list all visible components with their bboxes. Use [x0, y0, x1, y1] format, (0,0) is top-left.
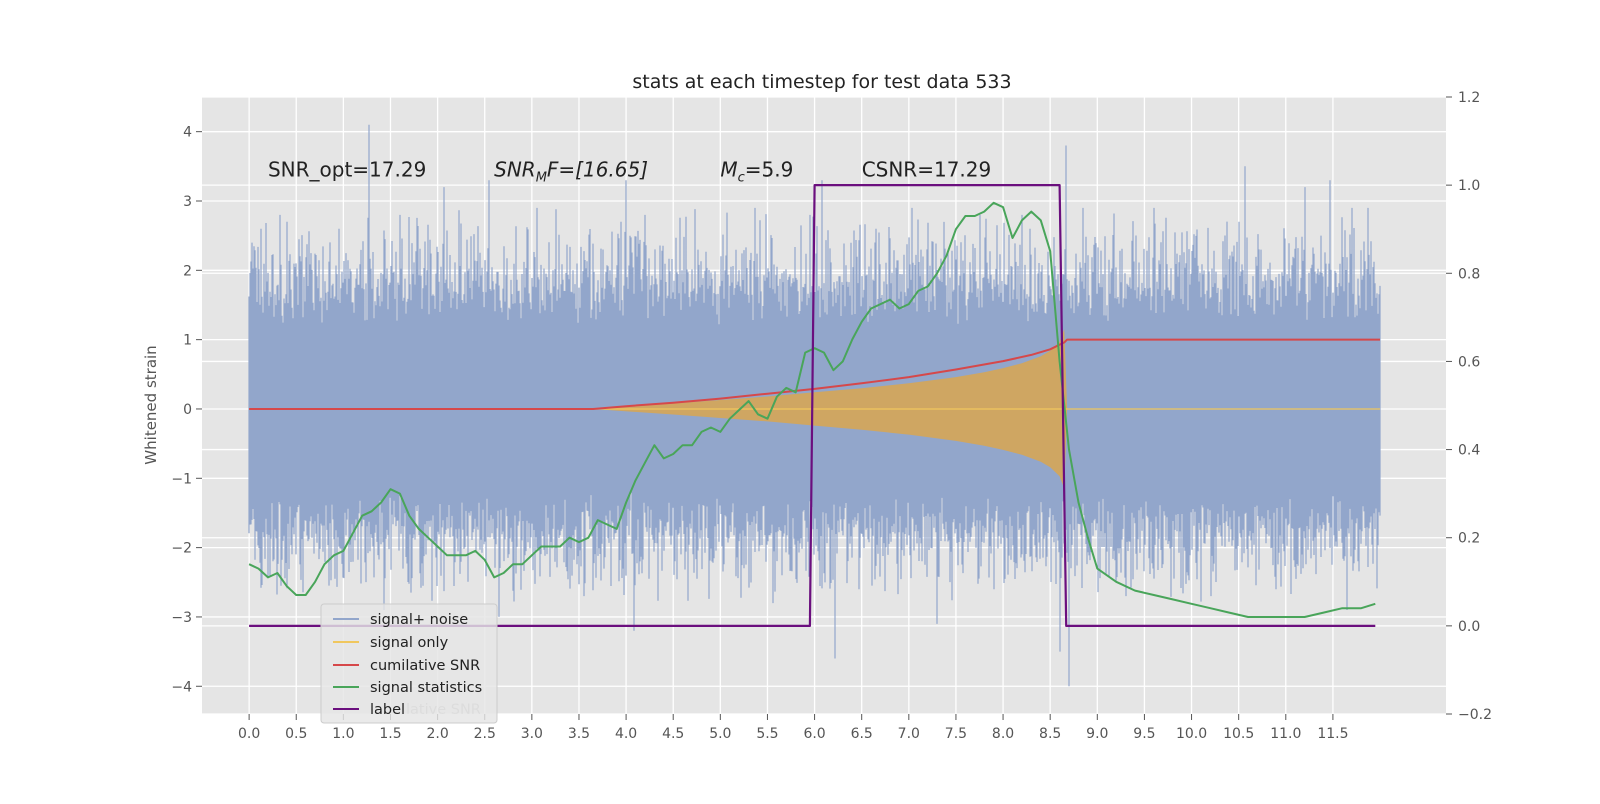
- x-tick-label-3: 1.5: [379, 726, 401, 742]
- series-cumilative-snr: [249, 338, 1380, 410]
- cumilative-snr-line: [249, 338, 1380, 410]
- left-tick-label-2: −2: [171, 541, 192, 557]
- x-axis: 0.0 0.5 1.0 1.5 2.0 2.5 3.0 3.5 4.0 4.5 5.0 5.5 6.0 6…: [238, 714, 1348, 742]
- label-line: [249, 184, 1376, 628]
- right-tick-label-1: 0.0: [1458, 619, 1480, 635]
- right-tick-label-4: 0.6: [1458, 354, 1480, 370]
- legend-label-label: label: [370, 702, 405, 718]
- right-tick-label-3: 0.4: [1458, 443, 1480, 459]
- legend-item-signal-statistics: signal statistics: [333, 680, 482, 696]
- legend-item-label: label: [333, 702, 405, 718]
- left-tick-label-7: 3: [183, 194, 192, 210]
- right-tick-label-6: 1.0: [1458, 178, 1480, 194]
- annotation-snr-mf-main: SNR: [494, 158, 536, 182]
- series-label: [249, 184, 1376, 628]
- x-tick-label-14: 7.0: [898, 726, 920, 742]
- x-tick-label-23: 11.5: [1317, 726, 1348, 742]
- series-signal-statistics: [248, 201, 1376, 618]
- legend: lative SNR signal+ noise signal only cum…: [320, 603, 498, 724]
- legend-box: [320, 603, 498, 724]
- x-tick-label-20: 10.0: [1176, 726, 1207, 742]
- right-y-axis: −0.2 0.0 0.2 0.4 0.6 0.8 1.0 1.2: [1446, 90, 1492, 723]
- left-tick-label-3: −1: [171, 471, 192, 487]
- chart-title: stats at each timestep for test data 533: [632, 71, 1011, 93]
- left-tick-label-6: 2: [183, 263, 192, 279]
- annotation-csnr: CSNR=17.29: [862, 158, 992, 182]
- x-tick-label-2: 1.0: [332, 726, 354, 742]
- x-tick-label-16: 8.0: [992, 726, 1014, 742]
- x-tick-label-17: 8.5: [1039, 726, 1061, 742]
- x-tick-label-22: 11.0: [1270, 726, 1301, 742]
- annotation-mc: Mc=5.9: [720, 158, 793, 186]
- legend-ghost-text: lative SNR: [406, 702, 481, 718]
- x-tick-label-11: 5.5: [756, 726, 778, 742]
- x-tick-label-1: 0.5: [285, 726, 307, 742]
- right-tick-label-7: 1.2: [1458, 90, 1480, 106]
- x-tick-label-6: 3.0: [521, 726, 543, 742]
- annotation-mc-tail: =5.9: [745, 158, 794, 182]
- x-tick-label-5: 2.5: [474, 726, 496, 742]
- y-axis-label: Whitened strain: [142, 345, 160, 464]
- left-tick-label-1: −3: [171, 610, 192, 626]
- x-tick-label-21: 10.5: [1223, 726, 1254, 742]
- x-tick-label-15: 7.5: [945, 726, 967, 742]
- x-tick-label-0: 0.0: [238, 726, 260, 742]
- x-tick-label-9: 4.5: [662, 726, 684, 742]
- left-tick-label-8: 4: [183, 125, 192, 141]
- x-tick-label-12: 6.0: [803, 726, 825, 742]
- right-tick-label-5: 0.8: [1458, 266, 1480, 282]
- annotation-mc-main: M: [720, 158, 737, 182]
- right-tick-label-2: 0.2: [1458, 531, 1480, 547]
- annotation-snr-mf-sub: M: [536, 171, 547, 186]
- series-signal-only: [593, 329, 1381, 489]
- legend-item-signal-only: signal only: [333, 635, 449, 651]
- annotation-snr-mf: SNRMF=[16.65]: [494, 158, 648, 186]
- legend-label-signal-only: signal only: [370, 635, 449, 651]
- x-tick-label-10: 5.0: [709, 726, 731, 742]
- legend-item-cumilative-snr: cumilative SNR: [333, 658, 480, 674]
- legend-items: signal+ noise signal only cumilative SNR…: [333, 612, 482, 718]
- legend-label-cumilative-snr: cumilative SNR: [370, 658, 480, 674]
- legend-label-signal-statistics: signal statistics: [370, 680, 482, 696]
- signal-statistics-line: [248, 201, 1376, 618]
- x-tick-label-7: 3.5: [568, 726, 590, 742]
- x-tick-label-19: 9.5: [1133, 726, 1155, 742]
- annotation-mc-sub: c: [738, 171, 745, 186]
- left-tick-label-5: 1: [183, 333, 192, 349]
- annotations: SNR_opt=17.29 SNRMF=[16.65] Mc=5.9 CSNR=…: [268, 158, 991, 186]
- annotation-snr-mf-tail: F=[16.65]: [547, 158, 648, 182]
- legend-item-signal-noise: signal+ noise: [333, 612, 468, 628]
- legend-label-signal-noise: signal+ noise: [370, 612, 468, 628]
- left-y-axis: −4 −3 −2 −1 0 1 2 3 4: [171, 125, 202, 695]
- x-tick-label-8: 4.0: [615, 726, 637, 742]
- left-tick-label-4: 0: [183, 402, 192, 418]
- x-tick-label-4: 2.0: [426, 726, 448, 742]
- left-tick-label-0: −4: [171, 679, 192, 695]
- annotation-snr-opt: SNR_opt=17.29: [268, 158, 426, 182]
- x-tick-label-18: 9.0: [1086, 726, 1108, 742]
- right-tick-label-0: −0.2: [1458, 707, 1492, 723]
- x-tick-label-13: 6.5: [851, 726, 873, 742]
